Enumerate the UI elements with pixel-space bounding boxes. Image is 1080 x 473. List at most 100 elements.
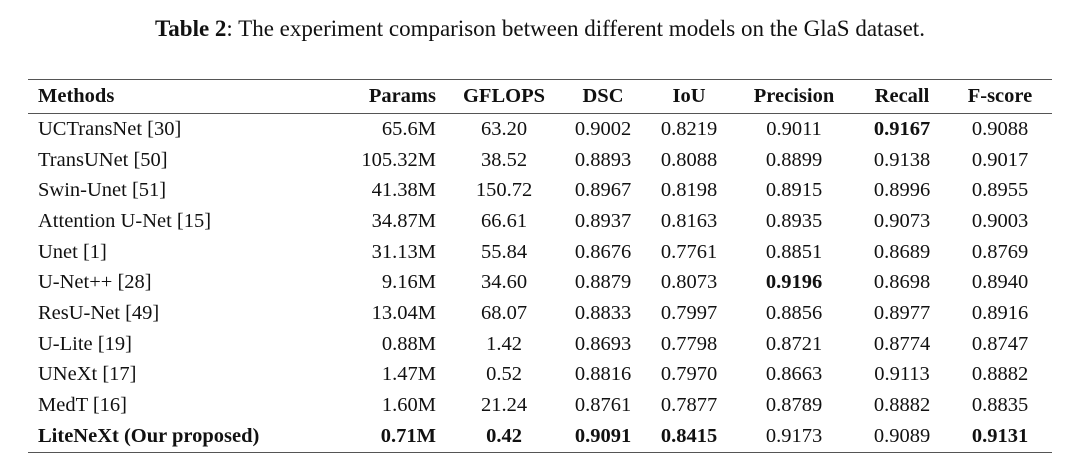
table-caption: Table 2: The experiment comparison betwe… xyxy=(0,14,1080,44)
fscore-cell: 0.8747 xyxy=(971,332,1029,355)
header-iou: IoU xyxy=(646,79,732,114)
header-methods: Methods xyxy=(28,79,328,114)
header-fscore: F-score xyxy=(948,79,1052,114)
params-cell: 65.6M xyxy=(381,117,436,140)
table-row: MedT [16] 1.60M 21.24 0.8761 0.7877 0.8789 0.8… xyxy=(28,390,1052,421)
params-cell: 1.47M xyxy=(381,363,436,386)
params-cell: 34.87M xyxy=(371,209,436,232)
precision-cell: 0.9196 xyxy=(765,271,823,294)
recall-cell: 0.8698 xyxy=(873,271,931,294)
table-header: Methods Params GFLOPS DSC IoU Precision … xyxy=(28,79,1052,114)
dsc-cell: 0.9091 xyxy=(560,420,646,453)
precision-cell: 0.8856 xyxy=(765,301,823,324)
fscore-cell: 0.8835 xyxy=(971,394,1029,417)
table-row: ResU-Net [49] 13.04M 68.07 0.8833 0.7997 0.88… xyxy=(28,298,1052,329)
precision-cell: 0.9011 xyxy=(766,117,822,140)
recall-cell: 0.9073 xyxy=(873,209,931,232)
precision-cell: 0.8851 xyxy=(765,240,823,263)
header-params: Params xyxy=(328,79,448,114)
gflops-cell: 0.42 xyxy=(448,420,560,453)
recall-cell: 0.8977 xyxy=(873,301,931,324)
fscore-cell: 0.8955 xyxy=(971,179,1029,202)
fscore-cell: 0.9088 xyxy=(971,117,1029,140)
method-cell: LiteNeXt (Our proposed) xyxy=(28,420,328,453)
table-row: U-Lite [19] 0.88M 1.42 0.8693 0.7798 0.8721 0.… xyxy=(28,329,1052,360)
precision-cell: 0.8915 xyxy=(765,179,823,202)
iou-cell: 0.7970 xyxy=(660,363,718,386)
params-cell: 0.71M xyxy=(328,420,448,453)
caption-text: : The experiment comparison between diff… xyxy=(226,16,925,41)
iou-cell: 0.7997 xyxy=(660,301,718,324)
method-cell: Swin-Unet [51] xyxy=(38,179,167,202)
iou-cell: 0.7877 xyxy=(660,394,718,417)
method-cell: MedT [16] xyxy=(38,394,128,417)
dsc-cell: 0.8879 xyxy=(574,271,632,294)
header-dsc: DSC xyxy=(560,79,646,114)
iou-cell: 0.8073 xyxy=(660,271,718,294)
header-row: Methods Params GFLOPS DSC IoU Precision … xyxy=(28,79,1052,114)
gflops-cell: 150.72 xyxy=(475,179,533,202)
table-row: TransUNet [50] 105.32M 38.52 0.8893 0.8088 0.… xyxy=(28,145,1052,176)
table-row: U-Net++ [28] 9.16M 34.60 0.8879 0.8073 0.9196… xyxy=(28,267,1052,298)
fscore-cell: 0.9017 xyxy=(971,148,1029,171)
caption-label: Table 2 xyxy=(155,16,227,41)
dsc-cell: 0.8937 xyxy=(574,209,632,232)
recall-cell: 0.8774 xyxy=(873,332,931,355)
recall-cell: 0.8882 xyxy=(873,394,931,417)
params-cell: 31.13M xyxy=(371,240,436,263)
dsc-cell: 0.8816 xyxy=(574,363,632,386)
precision-cell: 0.9173 xyxy=(732,420,856,453)
method-cell: Unet [1] xyxy=(38,240,107,263)
precision-cell: 0.8721 xyxy=(765,332,823,355)
table-row: UCTransNet [30] 65.6M 63.20 0.9002 0.8219 0.9… xyxy=(28,114,1052,145)
gflops-cell: 34.60 xyxy=(480,271,528,294)
iou-cell: 0.8198 xyxy=(660,179,718,202)
params-cell: 9.16M xyxy=(381,271,436,294)
header-recall: Recall xyxy=(856,79,948,114)
gflops-cell: 66.61 xyxy=(480,209,528,232)
gflops-cell: 68.07 xyxy=(480,301,528,324)
gflops-cell: 55.84 xyxy=(480,240,528,263)
method-cell: ResU-Net [49] xyxy=(38,301,160,324)
gflops-cell: 1.42 xyxy=(486,332,522,355)
fscore-cell: 0.8940 xyxy=(971,271,1029,294)
params-cell: 41.38M xyxy=(371,179,436,202)
recall-cell: 0.9167 xyxy=(873,117,931,140)
dsc-cell: 0.8833 xyxy=(574,301,632,324)
fscore-cell: 0.8882 xyxy=(971,363,1029,386)
dsc-cell: 0.8693 xyxy=(574,332,632,355)
method-cell: Attention U-Net [15] xyxy=(38,209,212,232)
gflops-cell: 38.52 xyxy=(480,148,528,171)
gflops-cell: 21.24 xyxy=(480,394,528,417)
params-cell: 1.60M xyxy=(381,394,436,417)
params-cell: 0.88M xyxy=(381,332,436,355)
header-precision: Precision xyxy=(732,79,856,114)
precision-cell: 0.8899 xyxy=(765,148,823,171)
recall-cell: 0.8689 xyxy=(873,240,931,263)
results-table: Methods Params GFLOPS DSC IoU Precision … xyxy=(28,79,1052,453)
fscore-cell: 0.9131 xyxy=(948,420,1052,453)
iou-cell: 0.8163 xyxy=(660,209,718,232)
dsc-cell: 0.8676 xyxy=(574,240,632,263)
gflops-cell: 0.52 xyxy=(486,363,522,386)
table-row: UNeXt [17] 1.47M 0.52 0.8816 0.7970 0.8663 0.9… xyxy=(28,360,1052,391)
fscore-cell: 0.8769 xyxy=(971,240,1029,263)
header-gflops: GFLOPS xyxy=(448,79,560,114)
fscore-cell: 0.9003 xyxy=(971,209,1029,232)
table-body: UCTransNet [30] 65.6M 63.20 0.9002 0.8219 0.9… xyxy=(28,114,1052,453)
precision-cell: 0.8789 xyxy=(765,394,823,417)
dsc-cell: 0.8967 xyxy=(574,179,632,202)
params-cell: 13.04M xyxy=(371,301,436,324)
recall-cell: 0.9089 xyxy=(856,420,948,453)
table-row: LiteNeXt (Our proposed) 0.71M 0.42 0.9091 0.… xyxy=(28,420,1052,453)
iou-cell: 0.8219 xyxy=(660,117,718,140)
iou-cell: 0.7798 xyxy=(660,332,718,355)
precision-cell: 0.8935 xyxy=(765,209,823,232)
table-row: Unet [1] 31.13M 55.84 0.8676 0.7761 0.8851 0.8… xyxy=(28,237,1052,268)
iou-cell: 0.7761 xyxy=(660,240,718,263)
precision-cell: 0.8663 xyxy=(765,363,823,386)
iou-cell: 0.8415 xyxy=(646,420,732,453)
dsc-cell: 0.9002 xyxy=(574,117,632,140)
table-row: Swin-Unet [51] 41.38M 150.72 0.8967 0.8198 0.… xyxy=(28,175,1052,206)
gflops-cell: 63.20 xyxy=(480,117,528,140)
